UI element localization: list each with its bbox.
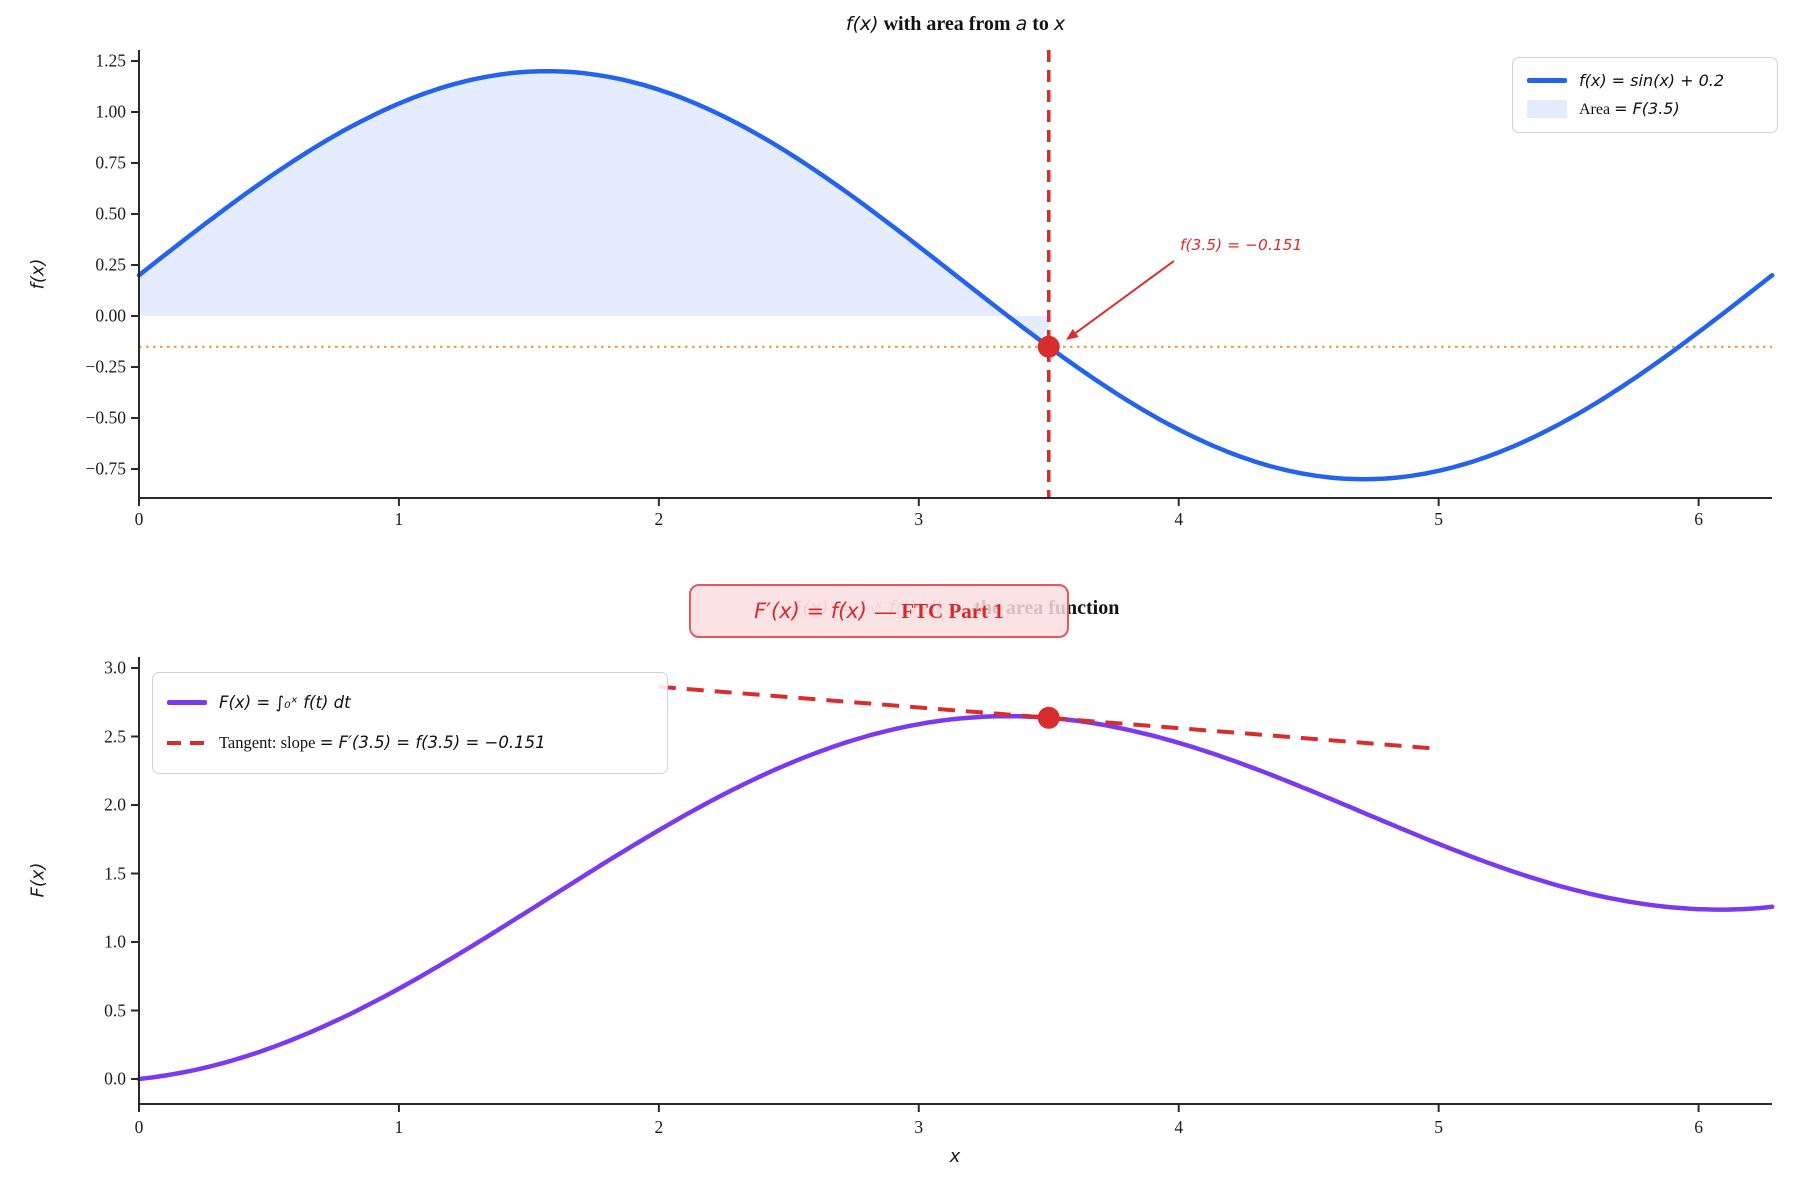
top-legend-label-f: f(x) = sin(x) + 0.2 [1579,70,1725,90]
top-legend-item-f: f(x) = sin(x) + 0.2 [1527,71,1767,90]
bottom-legend-label-tangent: Tangent: slope = F′(3.5) = f(3.5) = −0.1… [219,733,546,753]
ftc-annotation-box: F′(x) = f(x) — FTC Part 1 [689,584,1069,638]
tangent-label-text: Tangent: slope [219,732,320,752]
top-chart-title: f(x) with area from a to x [139,13,1772,36]
F-line-swatch [167,700,207,706]
top-legend: f(x) = sin(x) + 0.2 Area = F(3.5) [1512,57,1778,133]
area-label-text: Area [1579,101,1615,119]
top-legend-item-area: Area = F(3.5) [1527,99,1767,119]
f-line-swatch [1527,77,1567,83]
tangent-dash-swatch [167,740,207,745]
bottom-x-axis-label: x [949,1146,961,1167]
tangent-label-math: = F′(3.5) = f(3.5) = −0.151 [319,732,546,752]
area-fill [139,71,1049,347]
ftc-box-math: F′(x) = f(x) [754,599,867,623]
top-title-text2: to [1027,13,1054,35]
F-curve [136,713,1775,1082]
bottom-legend-label-F: F(x) = ∫₀ˣ f(t) dt [219,693,351,713]
F-point-marker [1037,706,1060,729]
annotation-arrow-head [1066,328,1079,340]
area-patch-swatch [1527,100,1567,119]
bottom-legend-item-tangent: Tangent: slope = F′(3.5) = f(3.5) = −0.1… [167,733,655,753]
tangent-line [658,684,1439,751]
top-title-math-x: x [1053,13,1066,35]
area-label-math: = F(3.5) [1614,99,1680,119]
top-title-math-fx: f(x) [845,13,879,35]
ftc-box-rest: — FTC Part 1 [874,598,1004,623]
top-legend-label-area: Area = F(3.5) [1579,99,1680,119]
bottom-y-axis-label: F(x) [27,862,49,898]
f-curve [136,68,1775,482]
top-title-text1: with area from [878,13,1016,35]
annotation-arrow-line [1075,260,1175,334]
top-y-axis-label: f(x) [27,258,49,290]
bottom-legend-item-F: F(x) = ∫₀ˣ f(t) dt [167,693,655,712]
top-title-math-a: a [1015,13,1028,35]
point-annotation: f(3.5) = −0.151 [1180,236,1303,254]
f-point-marker [1037,335,1060,358]
bottom-legend: F(x) = ∫₀ˣ f(t) dt Tangent: slope = F′(3… [152,672,668,774]
